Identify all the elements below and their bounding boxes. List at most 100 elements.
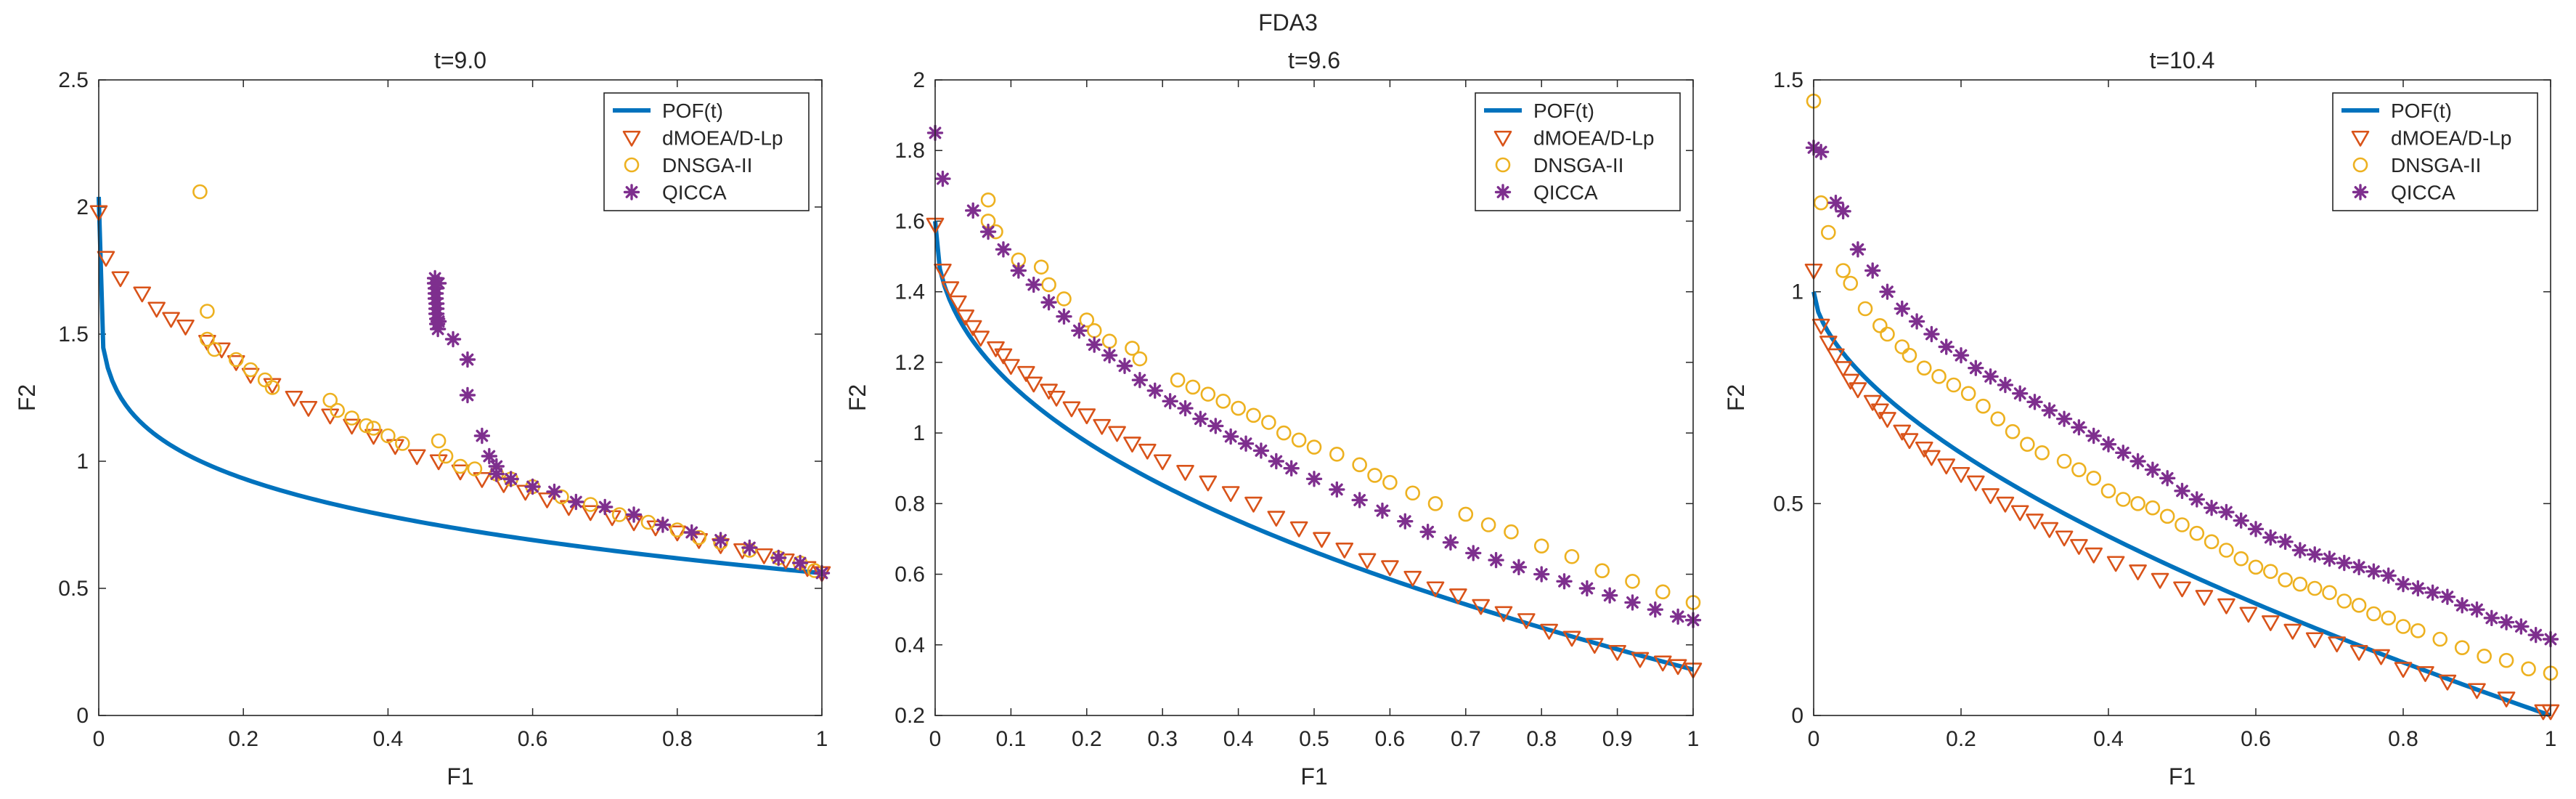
legend-swatch-dnsga-ii xyxy=(624,157,640,173)
point-dnsga-ii xyxy=(1079,312,1095,328)
point-dmoea-d-lp xyxy=(603,510,621,527)
point-qicca xyxy=(1268,453,1284,470)
point-qicca xyxy=(2439,588,2456,605)
x-tick-label: 0.9 xyxy=(1602,727,1633,751)
point-dmoea-d-lp xyxy=(1923,450,1941,466)
y-tick-label: 2 xyxy=(76,195,89,219)
point-dmoea-d-lp xyxy=(1608,644,1626,661)
point-qicca xyxy=(2350,559,2368,576)
legend-entry-pof-t: POF(t) xyxy=(1533,100,1594,122)
x-tick-label: 0.5 xyxy=(1299,727,1329,751)
legend-swatch-dnsga-ii xyxy=(2352,157,2368,173)
point-dmoea-d-lp xyxy=(1811,318,1830,335)
point-dnsga-ii xyxy=(1261,415,1276,430)
point-dnsga-ii xyxy=(2219,543,2234,558)
point-dnsga-ii xyxy=(1382,474,1398,490)
point-qicca xyxy=(2454,597,2471,614)
point-qicca xyxy=(1488,551,1504,569)
point-qicca xyxy=(2291,542,2309,559)
point-dmoea-d-lp xyxy=(755,548,773,564)
point-dmoea-d-lp xyxy=(956,309,975,325)
axes-box xyxy=(98,79,823,716)
point-dmoea-d-lp xyxy=(1871,403,1889,420)
x-tick-label: 0.2 xyxy=(228,727,258,751)
point-dmoea-d-lp xyxy=(2084,547,2103,564)
point-dnsga-ii xyxy=(640,514,656,530)
point-qicca xyxy=(524,478,541,495)
point-dnsga-ii xyxy=(1916,360,1932,376)
x-tick-label: 0.4 xyxy=(373,727,404,751)
point-dmoea-d-lp xyxy=(2394,662,2413,678)
point-qicca xyxy=(1894,300,1910,317)
point-qicca xyxy=(979,223,997,240)
point-dnsga-ii xyxy=(2292,576,2308,592)
point-qicca xyxy=(1647,601,1663,618)
point-dnsga-ii xyxy=(207,341,222,357)
point-dnsga-ii xyxy=(2233,551,2249,567)
point-dmoea-d-lp xyxy=(1138,443,1157,460)
point-qicca xyxy=(1997,376,2014,394)
point-qicca xyxy=(1908,313,1925,330)
point-dnsga-ii xyxy=(1843,275,1859,291)
point-dmoea-d-lp xyxy=(111,271,130,288)
point-qicca xyxy=(1669,608,1687,625)
panel-title: t=9.6 xyxy=(1288,47,1340,73)
point-dmoea-d-lp xyxy=(2151,572,2169,589)
point-qicca xyxy=(2498,614,2515,630)
point-qicca xyxy=(2174,482,2190,500)
point-dnsga-ii xyxy=(1880,326,1895,342)
point-qicca xyxy=(1351,492,1368,508)
point-qicca xyxy=(1982,368,1999,385)
x-tick-label: 1 xyxy=(816,727,828,751)
point-dnsga-ii xyxy=(669,522,685,538)
point-qicca xyxy=(1624,594,1641,611)
point-qicca xyxy=(1252,442,1270,459)
series-dnsga-ii xyxy=(980,192,1701,610)
point-dnsga-ii xyxy=(2454,640,2470,655)
y-axis-label: F2 xyxy=(14,384,40,411)
point-dnsga-ii xyxy=(980,192,996,208)
point-dnsga-ii xyxy=(1367,468,1382,483)
point-dmoea-d-lp xyxy=(2217,598,2235,615)
point-dnsga-ii xyxy=(2477,649,2492,664)
y-tick-label: 0 xyxy=(1791,704,1803,728)
point-qicca xyxy=(1849,241,1867,258)
point-qicca xyxy=(770,549,787,567)
point-qicca xyxy=(2041,402,2058,419)
point-qicca xyxy=(2410,580,2426,597)
point-qicca xyxy=(2129,453,2146,470)
point-dmoea-d-lp xyxy=(2239,607,2258,623)
legend-swatch-qicca xyxy=(2352,184,2369,200)
series-qicca xyxy=(426,269,831,582)
point-dnsga-ii xyxy=(2174,517,2190,532)
y-tick-label: 2.5 xyxy=(58,68,89,92)
x-axis-label: F1 xyxy=(1300,763,1327,790)
y-tick-label: 0.4 xyxy=(894,633,925,657)
point-dmoea-d-lp xyxy=(934,263,952,280)
point-qicca xyxy=(1192,410,1209,427)
point-dnsga-ii xyxy=(1185,379,1201,395)
point-qicca xyxy=(625,506,643,523)
point-dmoea-d-lp xyxy=(1335,542,1354,559)
point-dnsga-ii xyxy=(2086,471,2101,486)
point-dnsga-ii xyxy=(2189,525,2205,541)
point-qicca xyxy=(2380,567,2397,584)
point-dnsga-ii xyxy=(2020,437,2035,452)
point-dmoea-d-lp xyxy=(1540,623,1558,640)
y-tick-label: 0.8 xyxy=(894,492,925,516)
point-dmoea-d-lp xyxy=(133,286,152,303)
y-tick-label: 1.6 xyxy=(894,209,925,233)
point-dnsga-ii xyxy=(2336,593,2352,609)
point-qicca xyxy=(2203,499,2220,516)
x-tick-label: 0.8 xyxy=(2388,727,2418,751)
point-dmoea-d-lp xyxy=(941,281,960,298)
point-qicca xyxy=(965,202,982,219)
point-dmoea-d-lp xyxy=(2416,666,2434,682)
point-qicca xyxy=(712,532,729,548)
x-tick-label: 0.3 xyxy=(1147,727,1178,751)
point-dmoea-d-lp xyxy=(2305,632,2324,649)
point-dnsga-ii xyxy=(1960,386,1976,401)
point-dmoea-d-lp xyxy=(213,342,231,359)
point-dnsga-ii xyxy=(1872,318,1888,333)
